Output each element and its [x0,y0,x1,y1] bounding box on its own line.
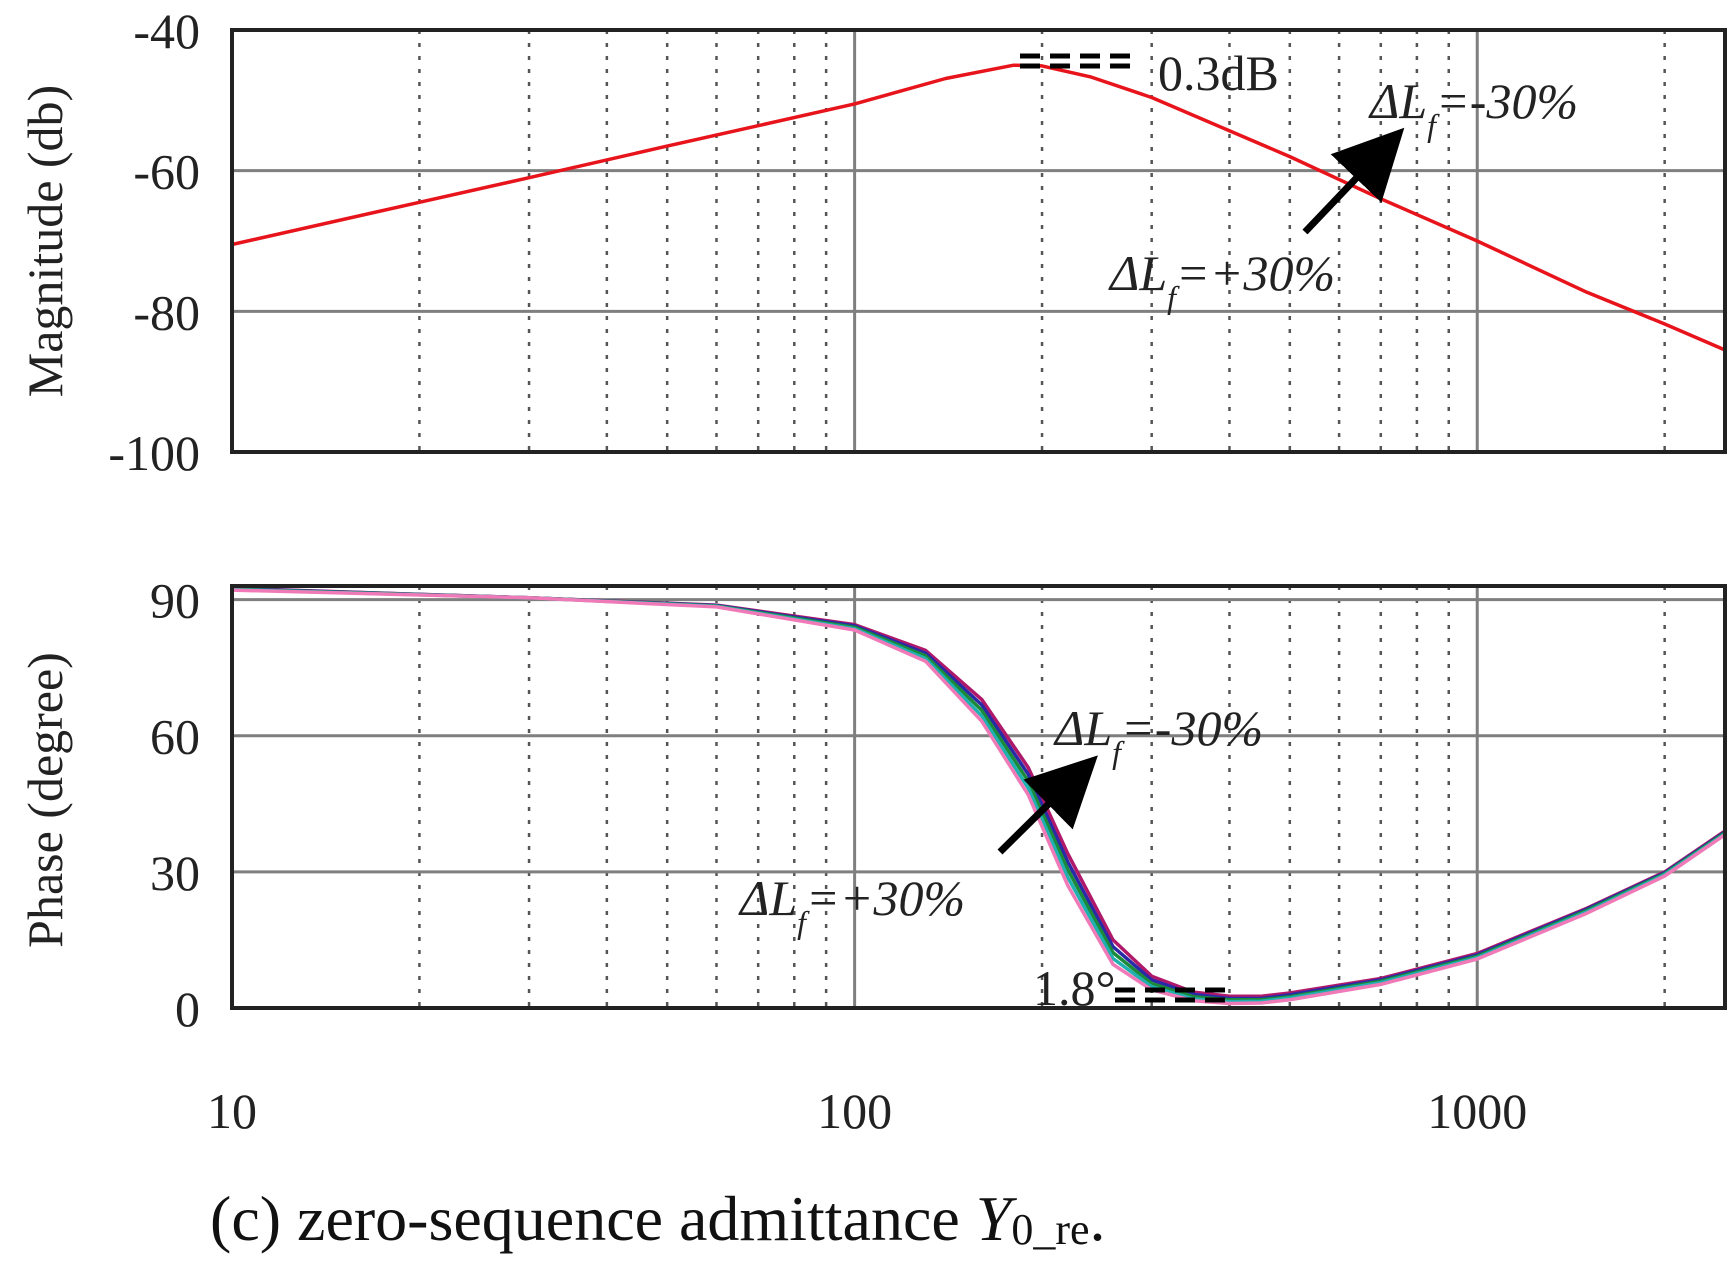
phase-plus30-label: ΔLf=+30% [738,870,965,940]
phase-panel: 90 60 30 0 10 100 1000 Phase (degree) ΔLf=-30… [17,573,1727,1139]
phase-trend-arrow [997,755,1098,855]
phase-y-tick-label: 0 [175,981,200,1037]
phase-plot-frame [230,584,1727,1010]
phase-y-ticks: 90 60 30 0 [150,573,200,1037]
magnitude-y-tick-label: -60 [133,144,200,200]
figure-caption: (c) zero-sequence admittance Y0_re. [210,1183,1106,1254]
magnitude-y-axis-label: Magnitude (db) [17,85,73,397]
magnitude-y-tick-label: -40 [133,3,200,59]
magnitude-y-tick-label: -100 [108,425,200,481]
phase-y-tick-label: 90 [150,573,200,629]
magnitude-plus30-label: ΔLf=+30% [1108,245,1335,315]
phase-series-line [231,587,1726,1004]
magnitude-peak-value-label: 0.3dB [1158,45,1279,101]
phase-lines [231,586,1726,1006]
phase-series-line [231,586,1726,1001]
magnitude-y-tick-label: -80 [133,284,200,340]
magnitude-plot-frame [230,28,1727,454]
magnitude-y-ticks: -40 -60 -80 -100 [108,3,200,481]
phase-y-axis-label: Phase (degree) [17,652,73,948]
x-tick-label: 1000 [1427,1083,1527,1139]
phase-y-tick-label: 30 [150,845,200,901]
magnitude-minus30-label: ΔLf=-30% [1368,73,1578,143]
phase-series-line [231,588,1726,1006]
x-ticks: 10 100 1000 [207,1083,1527,1139]
magnitude-trend-arrow [1302,127,1405,235]
magnitude-series-line [231,63,1726,352]
magnitude-lines [231,63,1726,352]
x-tick-label: 10 [207,1083,257,1139]
phase-series-line [231,586,1726,998]
magnitude-panel: -40 -60 -80 -100 Magnitude (db) 0.3dB ΔLf=-… [17,3,1727,481]
phase-min-value-label: 1.8° [1033,960,1116,1016]
phase-series-line [231,587,1726,1002]
x-tick-label: 100 [817,1083,892,1139]
phase-minus30-label: ΔLf=-30% [1053,700,1263,770]
phase-y-tick-label: 60 [150,709,200,765]
